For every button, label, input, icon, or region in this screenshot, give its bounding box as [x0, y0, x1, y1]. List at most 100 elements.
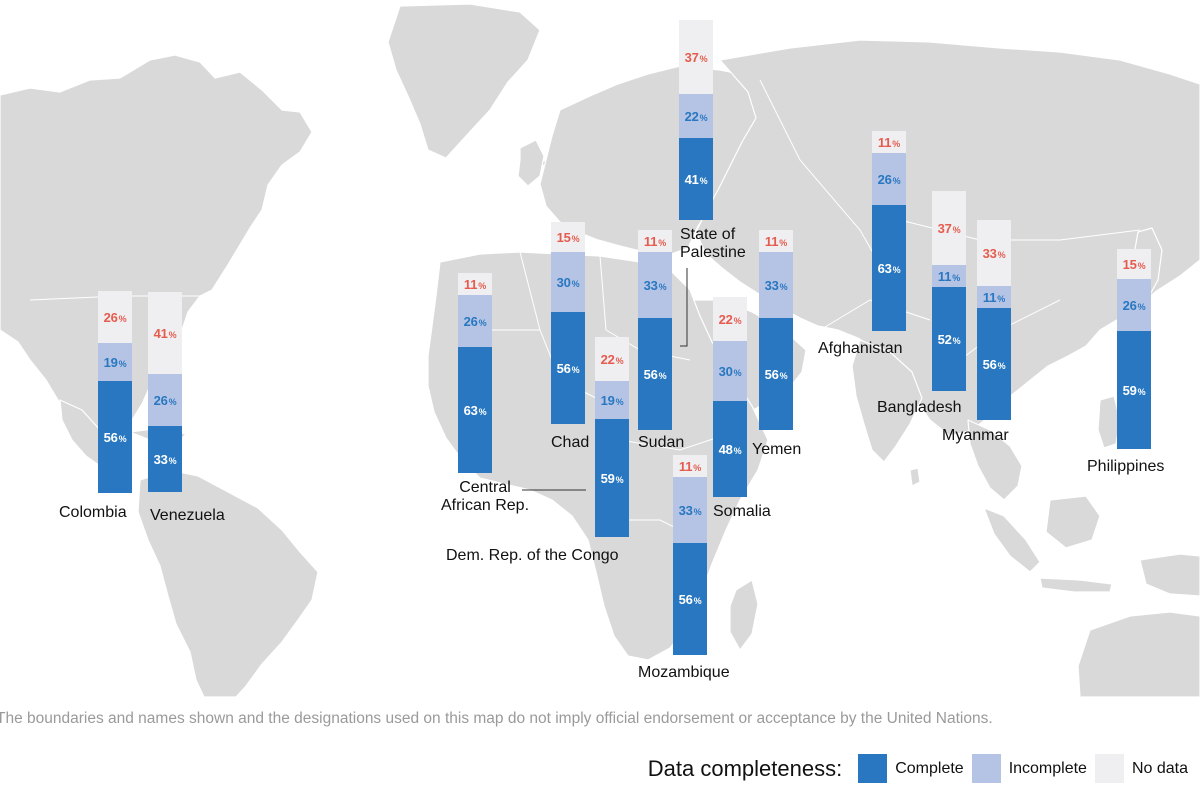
bar-segment-no-data: 11% [458, 273, 492, 295]
bar-value-number: 56 [764, 366, 779, 382]
bar-value-number: 56 [556, 360, 571, 376]
bar-value-label: 11% [878, 135, 900, 150]
bar-segment-incomplete: 11% [977, 286, 1011, 308]
bar-value-percent: % [1137, 301, 1146, 312]
bar-value-label: 59% [601, 471, 624, 486]
bar-value-label: 37% [938, 221, 961, 236]
bar-value-percent: % [571, 278, 580, 289]
bar-philippines: 15% 26% 59% [1117, 249, 1151, 449]
legend-swatch-incomplete [971, 754, 1001, 783]
bar-segment-incomplete: 11% [932, 265, 966, 287]
bar-value-label: 33% [154, 452, 177, 467]
label-car-line2: African Rep. [440, 497, 530, 514]
label-philippines: Philippines [1087, 458, 1165, 475]
bar-value-percent: % [699, 175, 708, 186]
bar-value-percent: % [779, 281, 788, 292]
bar-segment-incomplete: 26% [458, 295, 492, 347]
bar-value-label: 22% [601, 352, 624, 367]
bar-value-number: 11 [877, 134, 892, 150]
bar-value-percent: % [1137, 260, 1146, 271]
bar-value-label: 30% [557, 275, 580, 290]
bar-segment-no-data: 15% [1117, 249, 1151, 279]
bar-segment-complete: 63% [872, 205, 906, 331]
bar-value-number: 59 [600, 470, 615, 486]
bar-value-percent: % [892, 264, 901, 275]
label-mozambique: Mozambique [638, 664, 730, 681]
bar-value-percent: % [952, 272, 961, 283]
bar-value-percent: % [168, 455, 177, 466]
bar-value-percent: % [997, 360, 1006, 371]
bar-value-percent: % [658, 370, 667, 381]
australia-landmass [1077, 611, 1200, 697]
bar-value-label: 33% [679, 503, 702, 518]
bar-segment-incomplete: 30% [713, 341, 747, 401]
bar-value-label: 11% [765, 234, 787, 249]
legend-label-no-data: No data [1131, 759, 1188, 777]
leader-line-palestine [680, 268, 688, 347]
bar-segment-no-data: 41% [148, 292, 182, 374]
bar-segment-complete: 56% [551, 312, 585, 424]
label-palestine-line1: State of [680, 226, 736, 243]
label-central-african-rep: Central African Rep. [439, 479, 531, 515]
bar-value-number: 37 [937, 220, 952, 236]
bar-segment-complete: 41% [679, 138, 713, 220]
bar-value-label: 15% [1123, 257, 1146, 272]
bar-value-label: 56% [104, 430, 127, 445]
bar-segment-complete: 52% [932, 287, 966, 391]
label-afghanistan: Afghanistan [818, 340, 903, 357]
bar-dem-rep-of-the-congo: 22% 19% 59% [595, 337, 629, 537]
bar-value-number: 11 [643, 233, 658, 249]
legend-item-complete: Complete [858, 754, 964, 783]
bar-value-label: 30% [719, 364, 742, 379]
bar-value-label: 26% [104, 310, 127, 325]
bar-segment-incomplete: 26% [148, 374, 182, 426]
bar-segment-incomplete: 33% [673, 477, 707, 543]
bar-value-number: 63 [463, 402, 478, 418]
bar-value-label: 26% [878, 172, 901, 187]
bar-value-percent: % [892, 175, 901, 186]
bar-state-of-palestine: 37% 22% 41% [679, 20, 713, 220]
bar-value-number: 30 [556, 274, 571, 290]
bar-value-percent: % [952, 224, 961, 235]
bar-value-label: 19% [104, 355, 127, 370]
bar-value-percent: % [733, 445, 742, 456]
bar-value-number: 59 [1122, 382, 1137, 398]
bar-value-number: 37 [684, 49, 699, 65]
philippines-landmass [1097, 395, 1121, 449]
bar-yemen: 11% 33% 56% [759, 230, 793, 430]
bar-value-number: 41 [153, 325, 168, 341]
bar-value-percent: % [892, 138, 901, 149]
legend-label-complete: Complete [895, 759, 964, 777]
bar-segment-complete: 56% [977, 308, 1011, 420]
bar-value-number: 11 [678, 458, 693, 474]
bar-value-percent: % [1137, 386, 1146, 397]
label-drc: Dem. Rep. of the Congo [446, 547, 619, 564]
bar-segment-no-data: 15% [551, 222, 585, 252]
bar-segment-no-data: 11% [872, 131, 906, 153]
bar-segment-incomplete: 22% [679, 94, 713, 138]
bar-value-number: 15 [556, 229, 571, 245]
bar-value-label: 15% [557, 230, 580, 245]
label-somalia: Somalia [713, 503, 771, 520]
uk-landmass [517, 139, 545, 187]
bar-value-number: 33 [643, 277, 658, 293]
bar-segment-incomplete: 19% [595, 381, 629, 419]
south-america-landmass [137, 469, 319, 697]
bar-venezuela: 41% 26% 33% [148, 292, 182, 492]
bar-central-african-rep: 11% 26% 63% [458, 273, 492, 473]
bar-value-label: 63% [878, 261, 901, 276]
bar-value-number: 22 [684, 108, 699, 124]
bar-segment-incomplete: 30% [551, 252, 585, 312]
bar-value-number: 41 [684, 171, 699, 187]
bar-segment-incomplete: 26% [872, 153, 906, 205]
india-landmass [851, 339, 923, 463]
bar-value-number: 33 [678, 502, 693, 518]
bar-value-label: 41% [154, 326, 177, 341]
bar-value-percent: % [997, 293, 1006, 304]
bar-value-label: 48% [719, 442, 742, 457]
legend-title: Data completeness: [647, 755, 843, 781]
bar-myanmar: 33% 11% 56% [977, 220, 1011, 420]
label-chad: Chad [551, 434, 590, 451]
bar-value-number: 48 [718, 441, 733, 457]
bar-value-percent: % [693, 506, 702, 517]
